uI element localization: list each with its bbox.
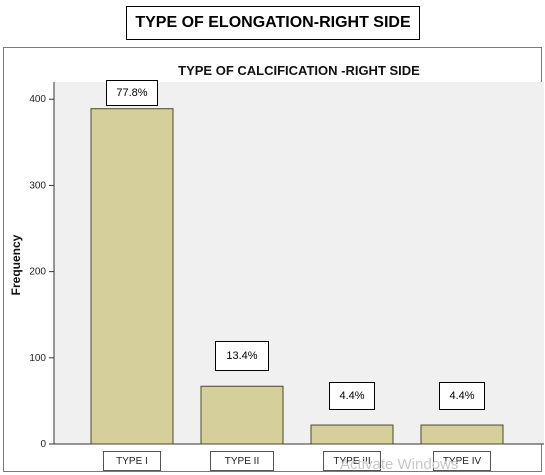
percent-label: 4.4% xyxy=(439,382,485,411)
y-axis-label: Frequency xyxy=(9,234,23,295)
x-tick-label: TYPE IV xyxy=(433,451,491,471)
y-tick-label: 400 xyxy=(29,94,46,105)
page-title: TYPE OF ELONGATION-RIGHT SIDE xyxy=(126,6,420,40)
y-tick-label: 300 xyxy=(29,180,46,191)
percent-label: 77.8% xyxy=(106,80,158,106)
x-tick-label: TYPE III xyxy=(323,451,381,471)
y-tick-label: 200 xyxy=(29,267,46,278)
bar-2 xyxy=(200,385,284,445)
x-tick-label: TYPE II xyxy=(210,451,274,471)
percent-label: 4.4% xyxy=(329,382,375,411)
percent-label: 13.4% xyxy=(215,341,269,372)
y-tick-label: 0 xyxy=(40,439,46,450)
bar-1 xyxy=(90,108,174,445)
watermark-text: Activate Windows xyxy=(340,456,459,473)
bar-4 xyxy=(420,424,504,445)
x-tick-label: TYPE I xyxy=(103,451,161,471)
bar-3 xyxy=(310,424,394,445)
y-tick-label: 100 xyxy=(29,353,46,364)
bars xyxy=(90,108,504,445)
chart-title: TYPE OF CALCIFICATION -RIGHT SIDE xyxy=(178,63,420,78)
